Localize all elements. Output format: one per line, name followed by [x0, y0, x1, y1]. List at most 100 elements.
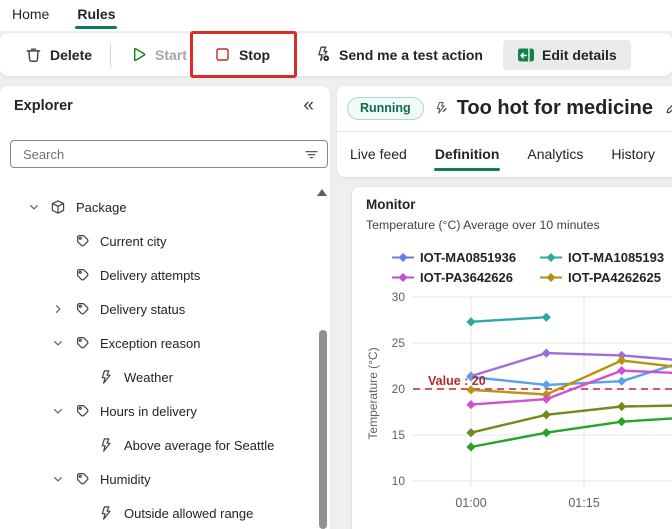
rule-header-card: Running Too hot for medicine Live feed De… [337, 86, 672, 177]
tag-icon [72, 335, 92, 351]
nav-item-rules[interactable]: Rules [75, 4, 118, 29]
explorer-tree: Package Current city Delivery attempts Deli… [0, 190, 316, 529]
tree-item-label: Hours in delivery [100, 403, 197, 419]
svg-text:30: 30 [392, 291, 406, 304]
tree-item-current-city[interactable]: Current city [0, 224, 316, 258]
explorer-scrollbar-thumb[interactable] [319, 330, 327, 529]
chevron-down-icon[interactable] [24, 199, 44, 215]
edit-details-button[interactable]: Edit details [502, 39, 631, 70]
package-icon [48, 199, 68, 215]
svg-text:Value : 20: Value : 20 [428, 374, 486, 388]
legend-item-iot-pa4262625[interactable]: IOT-PA4262625 [539, 267, 672, 287]
nav-home-label: Home [12, 5, 50, 22]
search-box [10, 140, 328, 168]
start-button[interactable]: Start [119, 39, 197, 70]
tab-history[interactable]: History [610, 134, 656, 176]
scroll-up-arrow[interactable] [317, 189, 327, 196]
chevron-right-icon[interactable] [48, 301, 68, 317]
tag-icon [72, 301, 92, 317]
chevron-spacer [72, 369, 92, 385]
y-axis-label: Temperature (°C) [366, 347, 380, 440]
nav-item-home[interactable]: Home [10, 4, 51, 28]
tab-bar: Live feed Definition Analytics History [337, 132, 672, 177]
legend-label: IOT-PA4262625 [568, 269, 661, 285]
rule-icon [96, 369, 116, 385]
filter-icon[interactable] [304, 147, 319, 162]
chart-legend: IOT-MA0851936 IOT-MA1085193 IOT-PA3642626 I… [391, 247, 672, 287]
tab-analytics[interactable]: Analytics [526, 134, 584, 176]
tab-label: Analytics [527, 145, 584, 162]
stop-square-icon [213, 45, 232, 64]
play-icon [129, 45, 148, 64]
chevron-down-icon[interactable] [48, 471, 68, 487]
legend-marker-icon [539, 252, 563, 263]
chevron-down-icon[interactable] [48, 403, 68, 419]
send-test-action-button[interactable]: Send me a test action [303, 39, 493, 70]
chevron-down-icon[interactable] [48, 335, 68, 351]
send-test-action-label: Send me a test action [339, 46, 483, 63]
toolbar-divider [110, 42, 112, 67]
monitor-card: Monitor Temperature (°C) Average over 10… [351, 186, 672, 529]
tab-label: History [611, 145, 655, 162]
rule-icon [433, 101, 448, 116]
tree-item-label: Delivery attempts [100, 267, 201, 283]
delete-button[interactable]: Delete [14, 39, 102, 70]
tab-label: Definition [434, 145, 500, 162]
legend-item-iot-ma1085193[interactable]: IOT-MA1085193 [539, 247, 672, 267]
command-toolbar: Delete Start Stop Send me a test action [0, 31, 672, 78]
tab-live-feed[interactable]: Live feed [349, 134, 408, 176]
tree-item-label: Weather [124, 369, 173, 385]
chevron-spacer [48, 233, 68, 249]
legend-item-iot-ma0851936[interactable]: IOT-MA0851936 [391, 247, 539, 267]
edit-details-label: Edit details [541, 46, 617, 63]
rule-title: Too hot for medicine [456, 97, 653, 119]
stop-label: Stop [238, 46, 271, 63]
svg-text:15: 15 [392, 428, 406, 442]
chevron-spacer [72, 505, 92, 521]
active-nav-underline [75, 25, 118, 29]
stop-button[interactable]: Stop [189, 31, 298, 78]
chevron-spacer [48, 267, 68, 283]
svg-text:01:00: 01:00 [455, 496, 486, 510]
svg-text:20: 20 [392, 382, 406, 396]
tree-item-label: Above average for Seattle [124, 437, 275, 453]
status-badge: Running [347, 97, 424, 120]
tree-item-hours-in-delivery[interactable]: Hours in delivery [0, 394, 316, 428]
tree-item-humidity[interactable]: Humidity [0, 462, 316, 496]
tree-item-label: Package [76, 199, 127, 215]
tree-item-label: Current city [100, 233, 167, 249]
tab-definition[interactable]: Definition [433, 134, 501, 176]
tree-item-delivery-status[interactable]: Delivery status [0, 292, 316, 326]
svg-text:10: 10 [392, 474, 406, 488]
tree-item-delivery-attempts[interactable]: Delivery attempts [0, 258, 316, 292]
tree-item-exception-reason[interactable]: Exception reason [0, 326, 316, 360]
legend-marker-icon [539, 272, 563, 283]
tab-label: Live feed [350, 145, 407, 162]
edit-details-icon [517, 47, 535, 63]
legend-label: IOT-MA0851936 [420, 249, 517, 265]
tag-icon [72, 471, 92, 487]
rule-icon [96, 505, 116, 521]
rule-icon [96, 437, 116, 453]
edit-title-pencil-icon[interactable] [664, 100, 672, 117]
legend-marker-icon [391, 272, 415, 283]
temperature-line-chart: 10 15 20 25 30 01:00 01:15 Value : 20 [392, 291, 672, 510]
tree-item-package[interactable]: Package [0, 190, 316, 224]
tag-icon [72, 233, 92, 249]
top-navigation: Home Rules [0, 0, 672, 31]
start-label: Start [155, 46, 187, 63]
search-input[interactable] [23, 146, 304, 162]
tree-item-weather[interactable]: Weather [0, 360, 316, 394]
tree-item-outside-allowed-range[interactable]: Outside allowed range [0, 496, 316, 529]
tree-item-above-average-for-seattle[interactable]: Above average for Seattle [0, 428, 316, 462]
trash-icon [24, 45, 43, 64]
svg-text:01:15: 01:15 [568, 496, 599, 510]
active-tab-underline [433, 167, 501, 171]
chevron-spacer [72, 437, 92, 453]
explorer-panel: Explorer « Package Current city Delivery a… [0, 86, 330, 529]
tree-item-label: Exception reason [100, 335, 201, 351]
legend-item-iot-pa3642626[interactable]: IOT-PA3642626 [391, 267, 539, 287]
delete-label: Delete [50, 46, 93, 63]
collapse-panel-icon[interactable]: « [303, 95, 314, 116]
